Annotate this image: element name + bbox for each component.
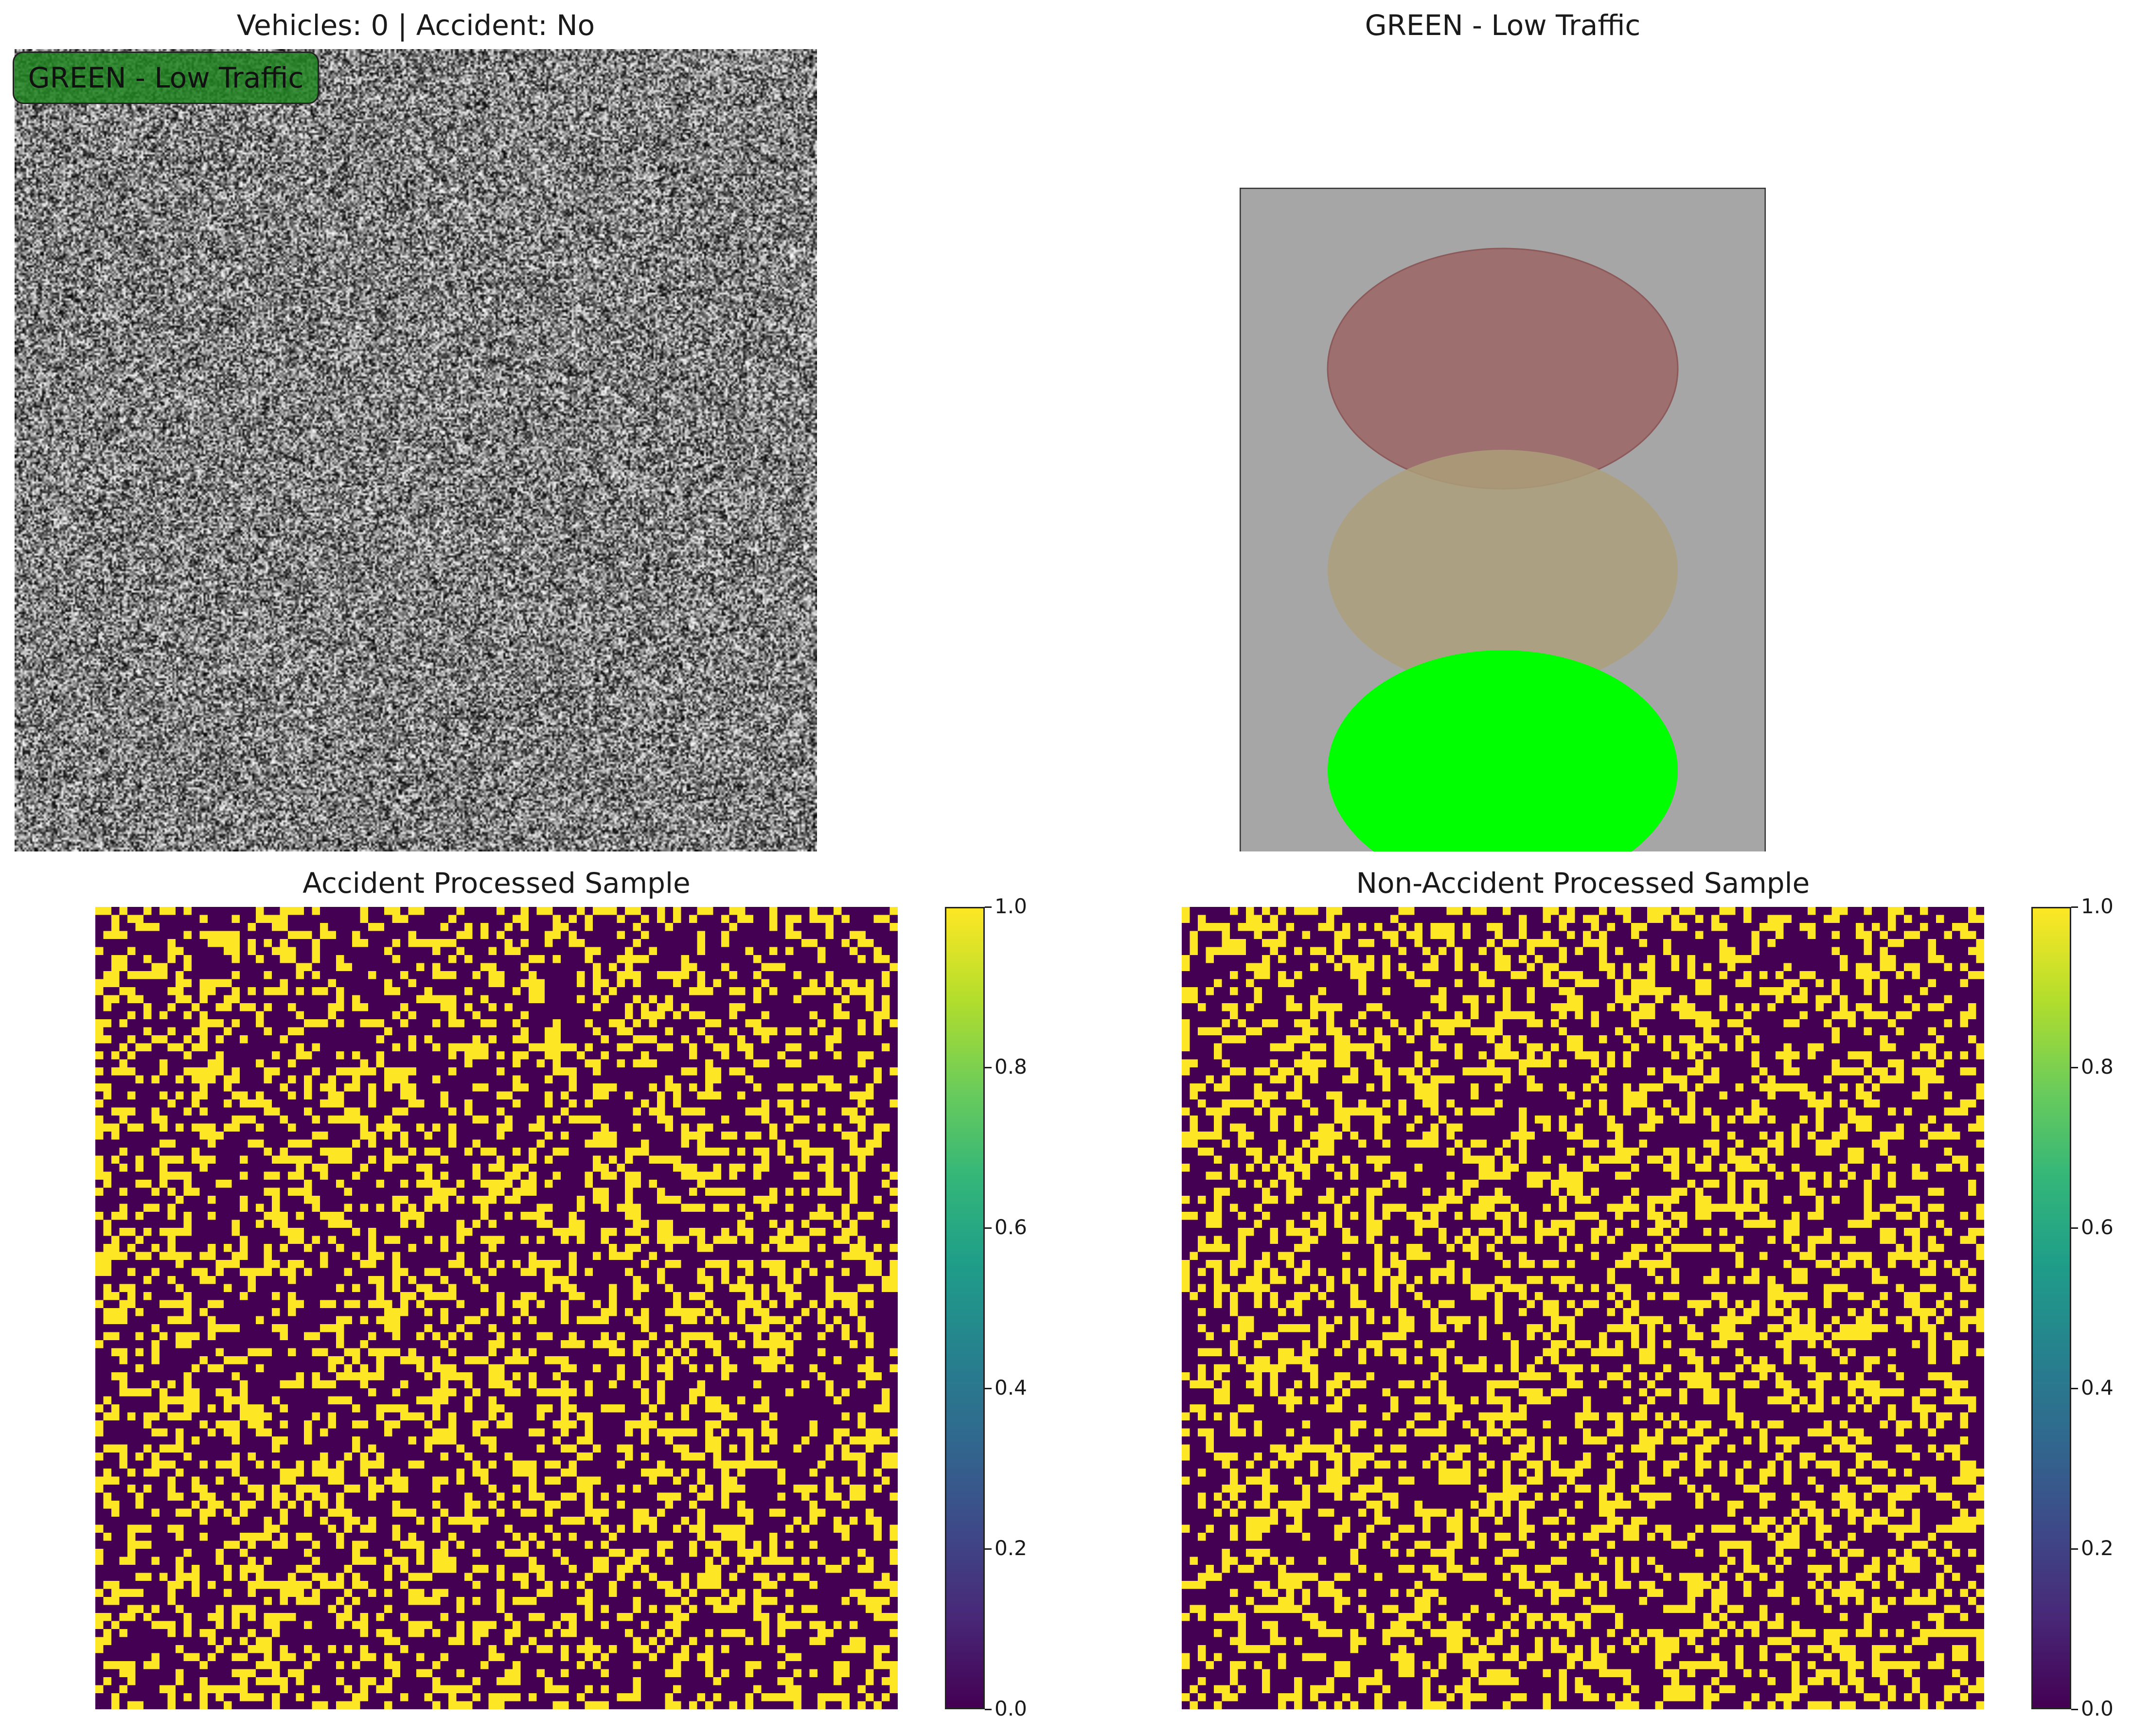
colorbar-tick-label: 0.8 <box>995 1055 1027 1079</box>
accident-colorbar <box>945 907 985 1709</box>
colorbar-tickmark <box>2071 1227 2078 1229</box>
yellow-light <box>1328 450 1678 690</box>
colorbar-tick-label: 0.2 <box>2081 1536 2114 1560</box>
colorbar-tickmark <box>985 906 992 908</box>
colorbar-tick-label: 0.8 <box>2081 1055 2114 1079</box>
noise-frame-image <box>15 49 817 851</box>
status-badge: GREEN - Low Traffic <box>13 52 319 104</box>
colorbar-tickmark <box>2071 1067 2078 1068</box>
colorbar-tickmark <box>2071 1548 2078 1550</box>
non-accident-heatmap-title: Non-Accident Processed Sample <box>1356 867 1810 900</box>
traffic-light-diagram <box>1240 188 1766 851</box>
colorbar-tick-label: 1.0 <box>995 894 1027 918</box>
colorbar-tick-label: 1.0 <box>2081 894 2114 918</box>
colorbar-tickmark <box>985 1227 992 1229</box>
frame-title: Vehicles: 0 | Accident: No <box>236 9 595 42</box>
colorbar-tickmark <box>2071 1388 2078 1389</box>
traffic-light-title: GREEN - Low Traffic <box>1365 9 1641 42</box>
non-accident-colorbar <box>2031 907 2071 1709</box>
accident-heatmap <box>95 907 898 1709</box>
colorbar-tick-label: 0.6 <box>995 1215 1027 1239</box>
colorbar-tick-label: 0.2 <box>995 1536 1027 1560</box>
colorbar-tick-label: 0.4 <box>2081 1376 2114 1399</box>
colorbar-tick-label: 0.6 <box>2081 1215 2114 1239</box>
colorbar-tick-label: 0.0 <box>2081 1697 2114 1720</box>
colorbar-tickmark <box>2071 1709 2078 1710</box>
colorbar-tick-label: 0.0 <box>995 1697 1027 1720</box>
colorbar-tick-label: 0.4 <box>995 1376 1027 1399</box>
colorbar-tickmark <box>2071 906 2078 908</box>
non-accident-heatmap <box>1182 907 1984 1709</box>
accident-heatmap-title: Accident Processed Sample <box>302 867 691 900</box>
colorbar-tickmark <box>985 1067 992 1068</box>
colorbar-tickmark <box>985 1388 992 1389</box>
colorbar-tickmark <box>985 1548 992 1550</box>
green-light <box>1328 650 1678 851</box>
colorbar-tickmark <box>985 1709 992 1710</box>
